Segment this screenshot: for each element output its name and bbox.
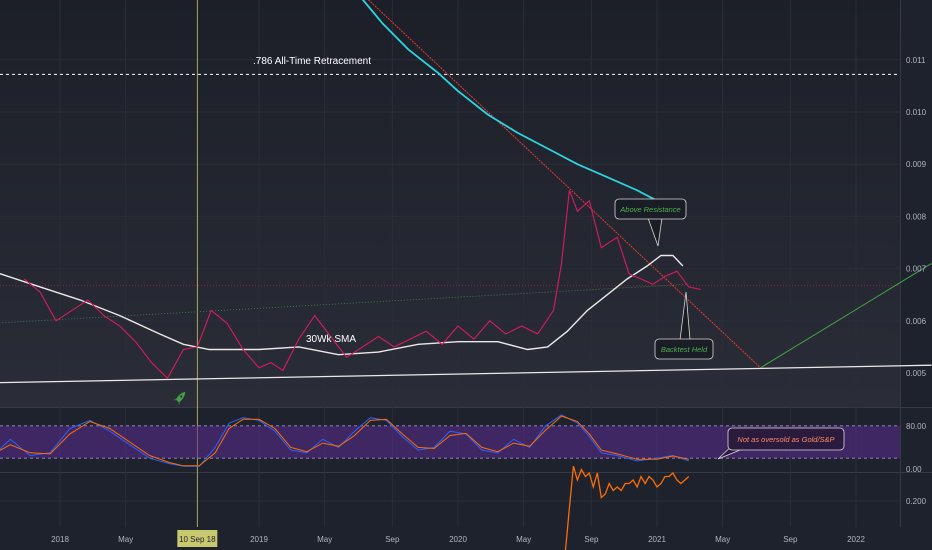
time-tick-label: May: [118, 535, 133, 544]
osc-tick-label: 80.00: [906, 422, 927, 431]
time-tick-label: 2020: [449, 535, 467, 544]
series-price: [23, 190, 701, 380]
price-tick-label: 0.006: [906, 317, 927, 326]
time-tick-label: 2019: [250, 535, 268, 544]
price-tick-label: 0.009: [906, 160, 927, 169]
time-tick-label: 10 Sep 18: [179, 535, 216, 544]
price-tick-label: 0.007: [906, 265, 927, 274]
series-stoch-k: [0, 414, 689, 467]
series-projection: [760, 262, 932, 369]
time-tick-label: Sep: [385, 535, 400, 544]
price-tick-label: 0.011: [906, 56, 926, 65]
price-tick-label: 0.010: [906, 108, 927, 117]
price-axis-ticks: 0.011 0.010 0.009 0.008 0.007 0.006 0.005 80.00…: [906, 56, 927, 506]
time-tick-label: May: [715, 535, 730, 544]
main-panel: [0, 0, 900, 407]
time-axis: [0, 527, 900, 550]
series-sma: [0, 254, 684, 356]
backtest-held-label: Backtest Held: [661, 345, 708, 354]
series-stoch-d: [0, 415, 689, 467]
price-axis: [900, 0, 932, 550]
time-axis-ticks: 2018 May 10 Sep 18 2019 May Sep 2020 May Sep 2021…: [51, 530, 865, 547]
sma-label: 30Wk SMA: [306, 334, 356, 345]
lower-plot: [564, 465, 690, 550]
oversold-label: Not as oversold as Gold/S&P: [737, 435, 834, 444]
time-tick-label: May: [516, 535, 531, 544]
series-volatility: [564, 465, 690, 550]
lower-panel: [0, 473, 900, 527]
oversold-callout[interactable]: Not as oversold as Gold/S&P: [717, 427, 845, 460]
retracement-label: .786 All-Time Retracement: [253, 56, 371, 67]
backtest-held-callout[interactable]: Backtest Held: [654, 291, 714, 360]
time-tick-label: 2022: [847, 535, 865, 544]
retracement-annotation: .786 All-Time Retracement: [253, 56, 371, 67]
price-tick-label: 0.008: [906, 212, 927, 221]
time-tick-label: Sep: [783, 535, 798, 544]
time-tick-label: Sep: [584, 535, 599, 544]
crosshair-date-badge: [177, 530, 218, 547]
time-tick-label: 2018: [51, 535, 69, 544]
price-tick-label: 0.005: [906, 369, 927, 378]
series-cyan-ma: [361, 0, 658, 202]
above-resistance-label: Above Resistance: [619, 205, 680, 214]
series-resistance: [368, 0, 761, 369]
time-tick-label: May: [317, 535, 332, 544]
osc-tick-label: 0.00: [906, 465, 922, 474]
lower-tick-label: 0.200: [906, 497, 927, 506]
series-support-trend: [0, 364, 932, 384]
series-faint-trend: [0, 283, 687, 324]
rocket-icon: [173, 391, 186, 406]
time-tick-label: 2021: [648, 535, 666, 544]
main-plot: [0, 0, 932, 384]
above-resistance-callout[interactable]: Above Resistance: [614, 198, 687, 247]
